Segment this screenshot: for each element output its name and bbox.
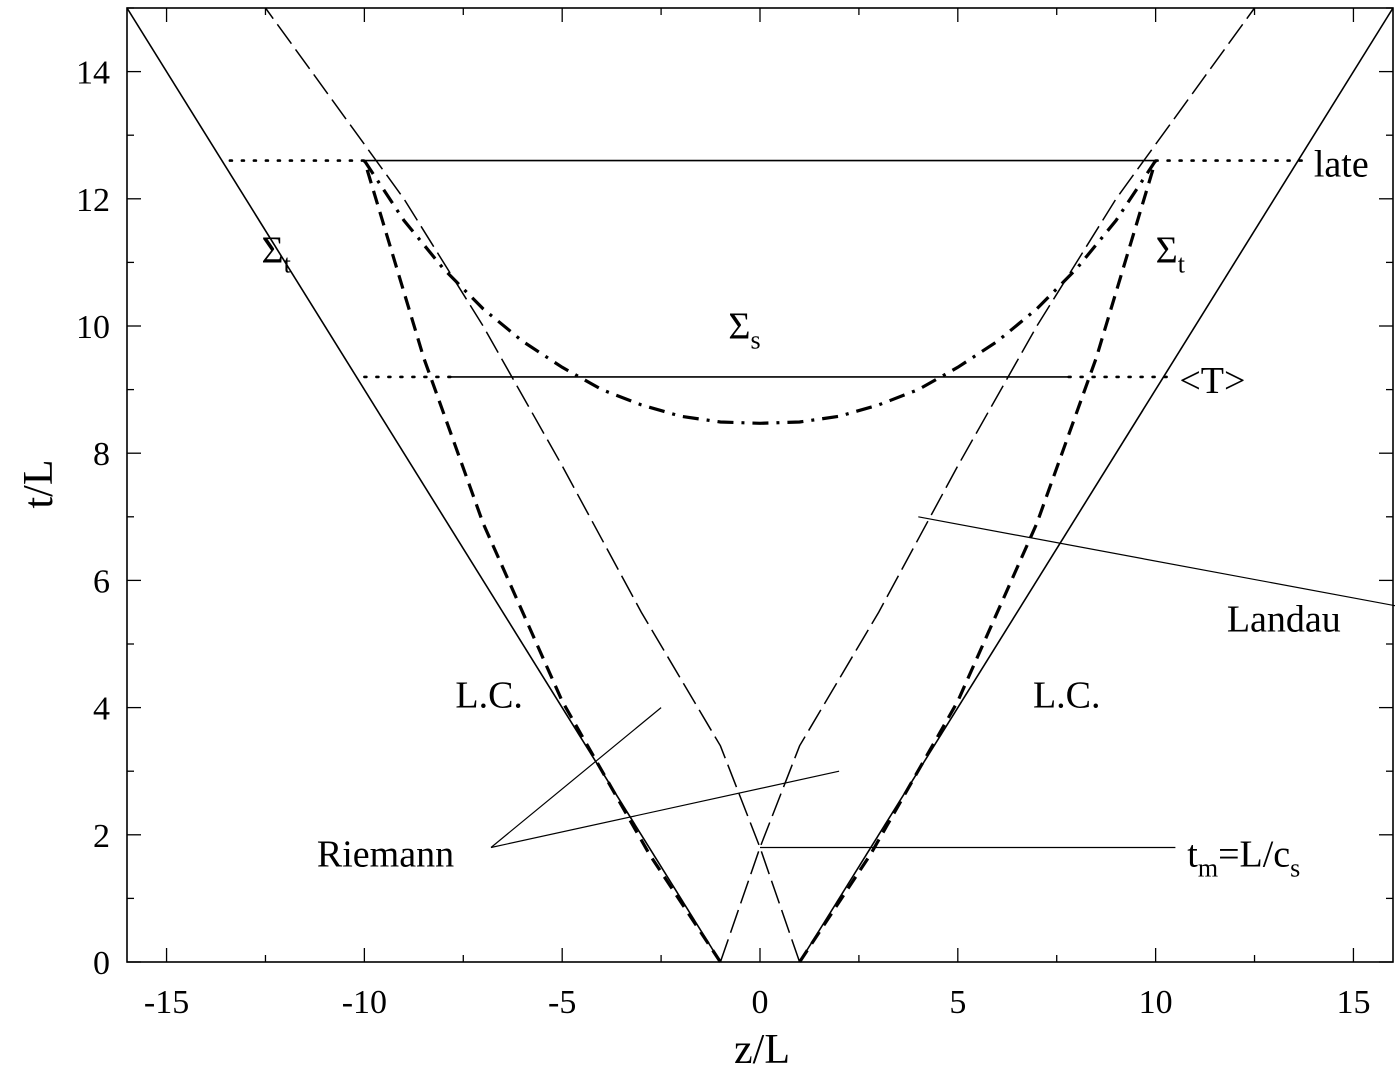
y-tick-label: 0 — [93, 945, 110, 982]
y-tick-label: 8 — [93, 436, 110, 473]
x-tick-label: -10 — [342, 984, 387, 1021]
series-lc-right — [798, 7, 1394, 963]
annotation-avgT: <T> — [1179, 360, 1245, 402]
series-riemann-right-bold — [798, 160, 1158, 963]
x-tick-label: 15 — [1336, 984, 1370, 1021]
annotations: L.C. L.C. Σt Σt Σs late <T> Landau Riemann tm=L/c… — [262, 144, 1369, 883]
x-tick-label: 5 — [949, 984, 966, 1021]
x-tick-label: -15 — [144, 984, 189, 1021]
y-tick-label: 2 — [93, 818, 110, 855]
x-tick-label: 10 — [1139, 984, 1173, 1021]
annotation-riemann: Riemann — [317, 834, 454, 876]
annotation-tm: tm=L/cs — [1187, 834, 1300, 883]
annotation-lc-right: L.C. — [1033, 675, 1101, 717]
series-riemann-left-bold — [362, 160, 722, 963]
series-lc-left — [126, 7, 722, 963]
x-axis-label: z/L — [734, 1027, 790, 1070]
series-sigma-s — [363, 159, 1157, 425]
x-tick-labels: -15 -10 -5 0 5 10 15 — [144, 984, 1371, 1021]
series-pointer-landau — [918, 516, 1395, 607]
annotation-landau: Landau — [1227, 598, 1341, 640]
y-axis-label: t/L — [16, 460, 62, 509]
annotation-sigma-s: Σs — [728, 306, 760, 355]
plot-frame-rect — [126, 7, 1394, 963]
annotation-late: late — [1314, 144, 1369, 186]
series-landau-left — [264, 7, 801, 963]
y-tick-labels: 0 2 4 6 8 10 12 14 — [76, 55, 110, 982]
plot-frame — [126, 7, 1394, 963]
series-pointer-riemann-1 — [490, 707, 662, 848]
series-pointer-riemann-2 — [490, 770, 840, 849]
y-tick-label: 6 — [93, 563, 110, 600]
x-tick-label: -5 — [548, 984, 576, 1021]
y-tick-label: 14 — [76, 55, 110, 92]
series-landau-right — [719, 7, 1256, 963]
plot-lines — [126, 7, 1395, 963]
y-tick-label: 12 — [76, 182, 110, 219]
annotation-lc-left: L.C. — [455, 675, 523, 717]
tick-marks — [127, 7, 1393, 963]
annotation-sigma-t-right: Σt — [1156, 229, 1186, 278]
y-tick-label: 10 — [76, 309, 110, 346]
x-tick-label: 0 — [752, 984, 769, 1021]
y-tick-label: 4 — [93, 691, 110, 728]
annotation-sigma-t-left: Σt — [262, 229, 292, 278]
